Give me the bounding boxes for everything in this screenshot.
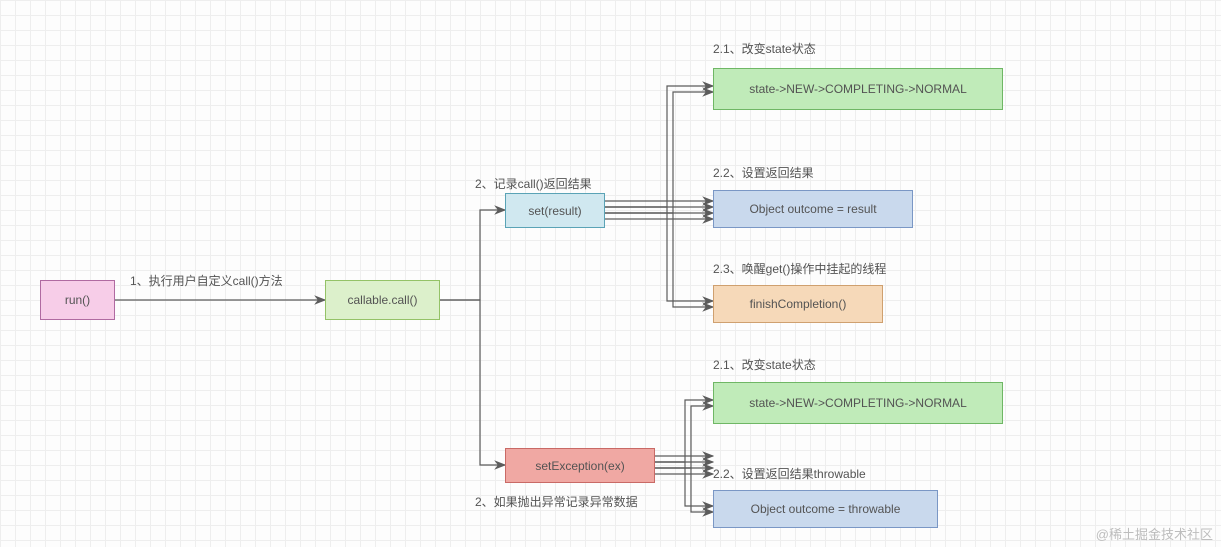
watermark: @稀土掘金技术社区	[1096, 524, 1213, 543]
label-21b: 2.1、改变state状态	[713, 356, 816, 373]
node-outcome-result: Object outcome = result	[713, 190, 913, 228]
node-state-normal-1: state->NEW->COMPLETING->NORMAL	[713, 68, 1003, 110]
node-state-normal-2: state->NEW->COMPLETING->NORMAL	[713, 382, 1003, 424]
node-set-exception: setException(ex)	[505, 448, 655, 483]
node-outcome-throwable: Object outcome = throwable	[713, 490, 938, 528]
node-callable-text: callable.call()	[347, 293, 417, 307]
label-23: 2.3、唤醒get()操作中挂起的线程	[713, 260, 886, 277]
label-1: 1、执行用户自定义call()方法	[130, 272, 283, 289]
node-outcome-result-text: Object outcome = result	[749, 202, 876, 216]
label-21a: 2.1、改变state状态	[713, 40, 816, 57]
node-state-normal-2-text: state->NEW->COMPLETING->NORMAL	[749, 396, 967, 410]
node-outcome-throwable-text: Object outcome = throwable	[751, 502, 901, 516]
node-callable-call: callable.call()	[325, 280, 440, 320]
node-set-result-text: set(result)	[528, 204, 581, 218]
node-run-text: run()	[65, 293, 90, 307]
node-set-exception-text: setException(ex)	[535, 459, 624, 473]
node-finish-completion: finishCompletion()	[713, 285, 883, 323]
label-2b: 2、如果抛出异常记录异常数据	[475, 493, 638, 510]
label-2a: 2、记录call()返回结果	[475, 175, 592, 192]
node-set-result: set(result)	[505, 193, 605, 228]
label-22b: 2.2、设置返回结果throwable	[713, 465, 866, 482]
label-22a: 2.2、设置返回结果	[713, 164, 814, 181]
node-state-normal-1-text: state->NEW->COMPLETING->NORMAL	[749, 82, 967, 96]
node-run: run()	[40, 280, 115, 320]
node-finish-completion-text: finishCompletion()	[750, 297, 847, 311]
